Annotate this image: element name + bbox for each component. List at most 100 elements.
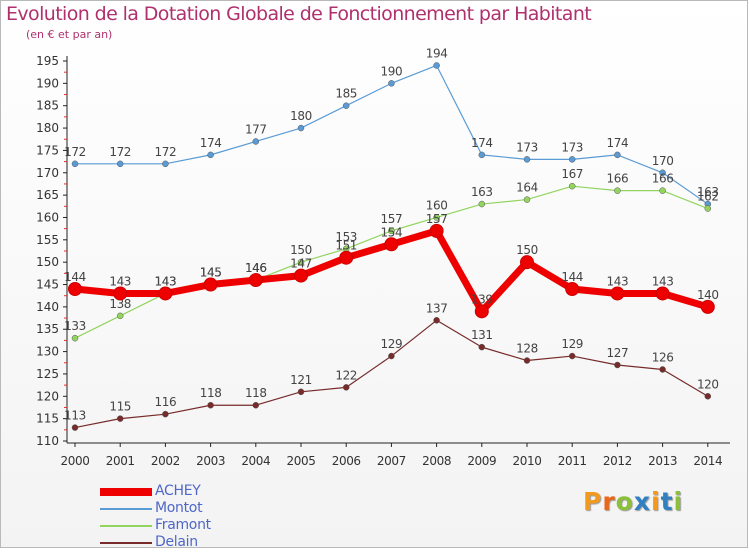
data-label-delain: 116 <box>155 395 177 409</box>
x-tick-label: 2001 <box>106 454 135 468</box>
data-point-montot <box>297 124 305 132</box>
data-label-montot: 177 <box>245 122 267 136</box>
y-tick-label: 190 <box>36 76 59 90</box>
y-tick-label: 115 <box>36 412 59 426</box>
data-label-montot: 174 <box>471 136 493 150</box>
data-point-montot <box>116 160 124 168</box>
y-tick-label: 185 <box>36 99 59 113</box>
chart-subtitle: (en € et par an) <box>26 28 113 41</box>
data-point-achey <box>203 277 218 292</box>
data-point-delain <box>207 401 214 409</box>
data-label-framont: 166 <box>652 172 674 186</box>
data-label-achey: 144 <box>561 270 583 284</box>
data-point-delain <box>116 415 124 422</box>
data-label-achey: 144 <box>64 270 86 284</box>
data-point-montot <box>207 151 214 159</box>
data-point-delain <box>433 317 440 324</box>
y-tick-label: 180 <box>36 121 59 135</box>
data-label-achey: 145 <box>200 266 222 280</box>
data-label-achey: 140 <box>697 288 719 302</box>
data-point-delain <box>342 384 350 391</box>
data-point-delain <box>523 357 531 364</box>
logo-letter: o <box>615 487 634 516</box>
data-label-framont: 146 <box>245 261 267 275</box>
data-point-achey <box>610 286 625 301</box>
data-label-framont: 150 <box>290 243 312 257</box>
x-tick-label: 2007 <box>377 454 406 468</box>
data-point-framont <box>523 196 531 203</box>
data-label-framont: 162 <box>697 190 719 204</box>
data-label-delain: 118 <box>200 386 222 400</box>
data-label-montot: 194 <box>426 46 448 60</box>
x-tick-label: 2014 <box>693 454 722 468</box>
data-point-montot <box>342 102 350 109</box>
x-tick-label: 2004 <box>241 454 270 468</box>
data-label-montot: 185 <box>335 87 357 101</box>
data-label-delain: 115 <box>109 400 131 414</box>
data-point-montot <box>568 156 576 163</box>
data-label-delain: 129 <box>381 337 403 351</box>
data-point-delain <box>478 343 486 351</box>
x-tick-label: 2002 <box>151 454 180 468</box>
data-label-achey: 143 <box>652 274 674 288</box>
data-label-framont: 167 <box>561 167 583 181</box>
data-point-montot <box>523 156 531 163</box>
data-point-delain <box>614 361 621 369</box>
legend-swatch <box>100 508 152 510</box>
y-tick-label: 120 <box>36 389 59 403</box>
data-label-achey: 143 <box>109 274 131 288</box>
data-point-achey <box>384 237 399 252</box>
data-point-delain <box>388 352 395 360</box>
data-point-delain <box>162 410 169 418</box>
legend-swatch <box>100 525 152 527</box>
logo-letter: i <box>651 487 661 516</box>
logo-letter: x <box>633 487 651 516</box>
data-point-framont <box>704 205 712 212</box>
data-point-montot <box>252 138 260 145</box>
data-point-achey <box>520 255 534 270</box>
y-tick-label: 145 <box>36 278 59 292</box>
data-point-achey <box>655 286 670 301</box>
data-label-delain: 127 <box>607 346 629 360</box>
data-point-framont <box>433 214 440 221</box>
data-label-framont: 163 <box>471 185 493 199</box>
data-point-montot <box>71 160 79 168</box>
data-point-delain <box>71 424 79 431</box>
data-point-framont <box>71 334 79 342</box>
data-point-achey <box>474 304 489 319</box>
y-tick-label: 160 <box>36 210 59 224</box>
data-point-delain <box>704 393 712 400</box>
data-label-montot: 173 <box>561 140 583 154</box>
data-label-framont: 153 <box>335 230 357 244</box>
x-tick-label: 2005 <box>287 454 316 468</box>
data-point-montot <box>162 160 169 168</box>
data-label-achey: 146 <box>245 261 267 275</box>
data-label-montot: 180 <box>290 109 312 123</box>
legend-label: ACHEY <box>155 483 201 499</box>
data-label-delain: 118 <box>245 386 267 400</box>
logo-letter: t <box>660 487 674 516</box>
series-line-framont <box>74 185 709 339</box>
legend-swatch <box>100 488 152 496</box>
data-label-framont: 133 <box>64 319 86 333</box>
x-tick-label: 2012 <box>603 454 632 468</box>
data-point-achey <box>113 286 128 301</box>
data-label-framont: 145 <box>200 266 222 280</box>
y-tick-label: 155 <box>36 233 59 247</box>
data-point-montot <box>478 151 486 159</box>
data-label-delain: 126 <box>652 350 674 364</box>
data-label-achey: 157 <box>426 212 448 226</box>
data-label-framont: 166 <box>607 172 629 186</box>
x-tick-label: 2009 <box>467 454 496 468</box>
data-point-delain <box>252 401 260 409</box>
y-tick-label: 125 <box>36 367 59 381</box>
data-point-achey <box>158 286 173 301</box>
x-tick-label: 2008 <box>422 454 451 468</box>
data-label-achey: 147 <box>290 257 312 271</box>
data-point-framont <box>388 227 395 235</box>
logo-letter: i <box>673 487 684 516</box>
x-tick-label: 2000 <box>61 454 90 468</box>
proxiti-logo: Proxiti <box>583 487 683 516</box>
data-label-montot: 173 <box>516 140 538 154</box>
data-label-delain: 129 <box>561 337 583 351</box>
